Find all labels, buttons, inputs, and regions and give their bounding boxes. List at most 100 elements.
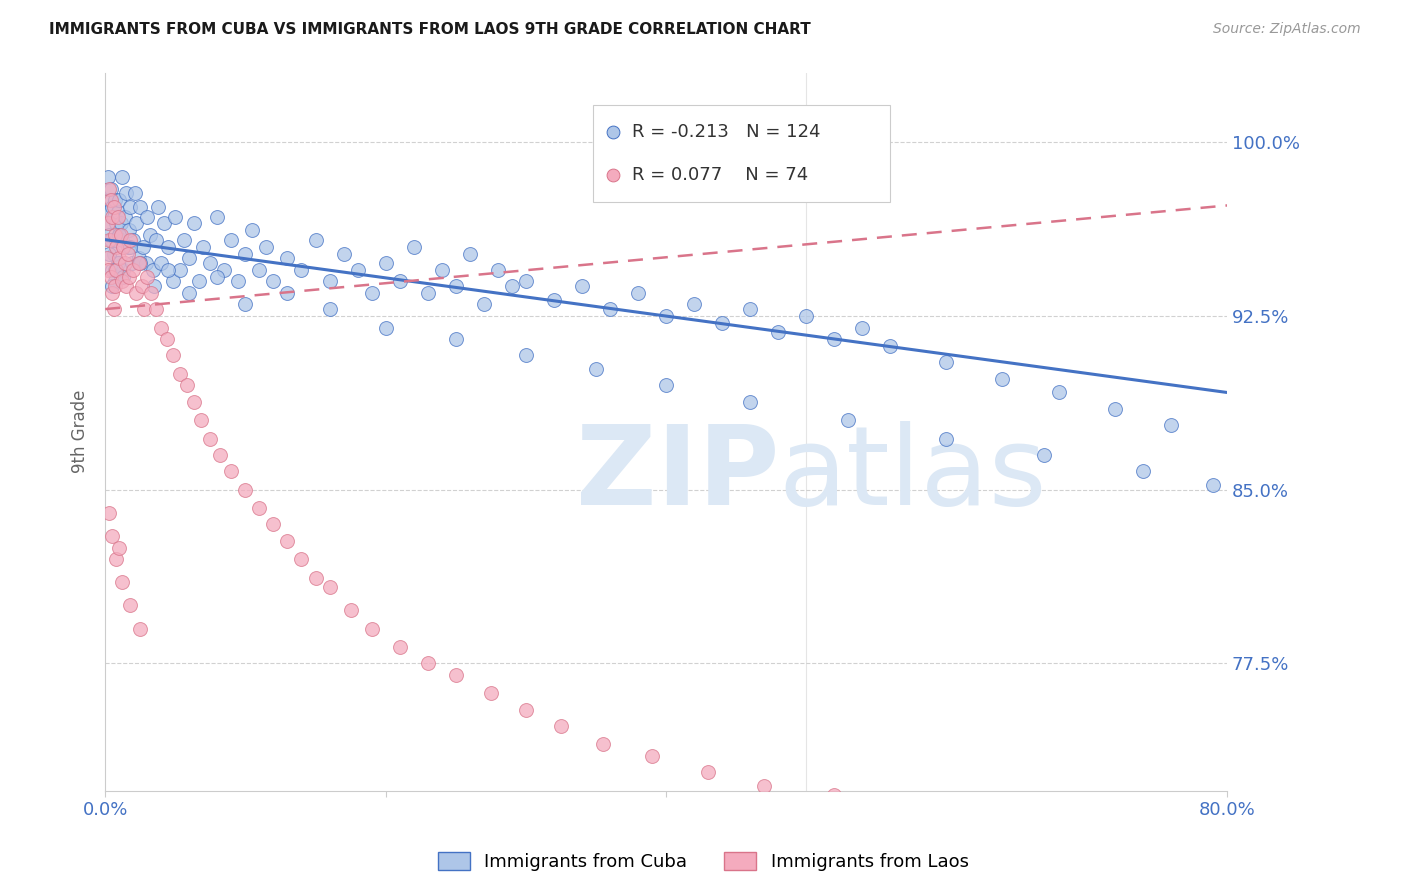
Point bbox=[104, 227, 127, 242]
Point bbox=[183, 217, 205, 231]
Point bbox=[112, 239, 135, 253]
Point bbox=[108, 194, 131, 208]
Point bbox=[108, 541, 131, 555]
Point bbox=[543, 293, 565, 307]
Point bbox=[124, 186, 146, 201]
Point bbox=[108, 251, 131, 265]
Point bbox=[115, 279, 138, 293]
Point bbox=[108, 227, 131, 242]
Point bbox=[101, 279, 124, 293]
Point bbox=[169, 262, 191, 277]
Point bbox=[120, 200, 142, 214]
Point bbox=[96, 251, 118, 265]
Point bbox=[730, 465, 752, 479]
Point bbox=[129, 622, 152, 636]
Point bbox=[200, 432, 222, 446]
Point bbox=[107, 205, 129, 219]
Point bbox=[1132, 464, 1154, 478]
Point bbox=[101, 285, 124, 300]
Point bbox=[120, 233, 142, 247]
Point bbox=[136, 210, 159, 224]
Point bbox=[107, 210, 129, 224]
Point bbox=[157, 262, 180, 277]
Point bbox=[179, 285, 201, 300]
Point bbox=[1076, 825, 1098, 839]
Point bbox=[110, 227, 132, 242]
Point bbox=[103, 302, 125, 317]
Point bbox=[360, 622, 382, 636]
Point bbox=[104, 194, 127, 208]
Point bbox=[105, 239, 128, 253]
Text: IMMIGRANTS FROM CUBA VS IMMIGRANTS FROM LAOS 9TH GRADE CORRELATION CHART: IMMIGRANTS FROM CUBA VS IMMIGRANTS FROM … bbox=[49, 22, 811, 37]
Point bbox=[458, 246, 481, 260]
Point bbox=[110, 217, 132, 231]
Point bbox=[388, 274, 411, 288]
Text: atlas: atlas bbox=[778, 421, 1046, 528]
Point bbox=[627, 285, 650, 300]
Point bbox=[143, 279, 166, 293]
Point bbox=[98, 506, 121, 520]
Point bbox=[173, 233, 195, 247]
Point bbox=[97, 217, 120, 231]
Point bbox=[117, 239, 139, 253]
Point bbox=[150, 256, 173, 270]
Point bbox=[118, 269, 141, 284]
Point bbox=[599, 302, 621, 317]
Point bbox=[416, 657, 439, 671]
Point bbox=[276, 285, 298, 300]
Point bbox=[851, 320, 873, 334]
Point bbox=[991, 371, 1014, 385]
Point bbox=[276, 251, 298, 265]
Point bbox=[207, 269, 229, 284]
Point bbox=[346, 262, 368, 277]
Point bbox=[655, 309, 678, 323]
Point bbox=[193, 239, 215, 253]
Point bbox=[145, 302, 167, 317]
Point bbox=[1202, 478, 1225, 492]
Point bbox=[104, 279, 127, 293]
Point bbox=[136, 269, 159, 284]
Point bbox=[1160, 417, 1182, 432]
Point bbox=[114, 210, 136, 224]
Point bbox=[501, 279, 523, 293]
Point bbox=[103, 210, 125, 224]
Y-axis label: 9th Grade: 9th Grade bbox=[72, 390, 89, 474]
Point bbox=[254, 239, 277, 253]
Point bbox=[290, 262, 312, 277]
Point bbox=[515, 348, 537, 362]
Point bbox=[332, 246, 354, 260]
Point bbox=[165, 210, 187, 224]
Point bbox=[479, 686, 502, 700]
Point bbox=[120, 239, 142, 253]
Point bbox=[98, 194, 121, 208]
Point bbox=[1104, 401, 1126, 416]
Point bbox=[105, 262, 128, 277]
Point bbox=[100, 269, 122, 284]
Point bbox=[374, 256, 396, 270]
Point bbox=[1033, 448, 1056, 462]
Point bbox=[235, 483, 257, 497]
Point bbox=[444, 332, 467, 346]
Legend: Immigrants from Cuba, Immigrants from Laos: Immigrants from Cuba, Immigrants from La… bbox=[430, 845, 976, 879]
Point bbox=[360, 285, 382, 300]
Point bbox=[823, 332, 845, 346]
Point bbox=[104, 262, 127, 277]
Point bbox=[304, 571, 326, 585]
Point bbox=[200, 256, 222, 270]
Point bbox=[125, 217, 148, 231]
Point bbox=[112, 262, 135, 277]
Point bbox=[486, 262, 509, 277]
Point bbox=[304, 233, 326, 247]
Point bbox=[96, 205, 118, 219]
Point bbox=[132, 239, 155, 253]
Point bbox=[766, 325, 789, 339]
Point bbox=[128, 256, 150, 270]
Point bbox=[730, 327, 752, 342]
Point bbox=[837, 413, 859, 427]
Point bbox=[752, 779, 775, 793]
Point bbox=[402, 239, 425, 253]
Point bbox=[188, 274, 211, 288]
Text: R = -0.213   N = 124: R = -0.213 N = 124 bbox=[633, 123, 821, 142]
Point bbox=[571, 279, 593, 293]
Point bbox=[148, 200, 170, 214]
